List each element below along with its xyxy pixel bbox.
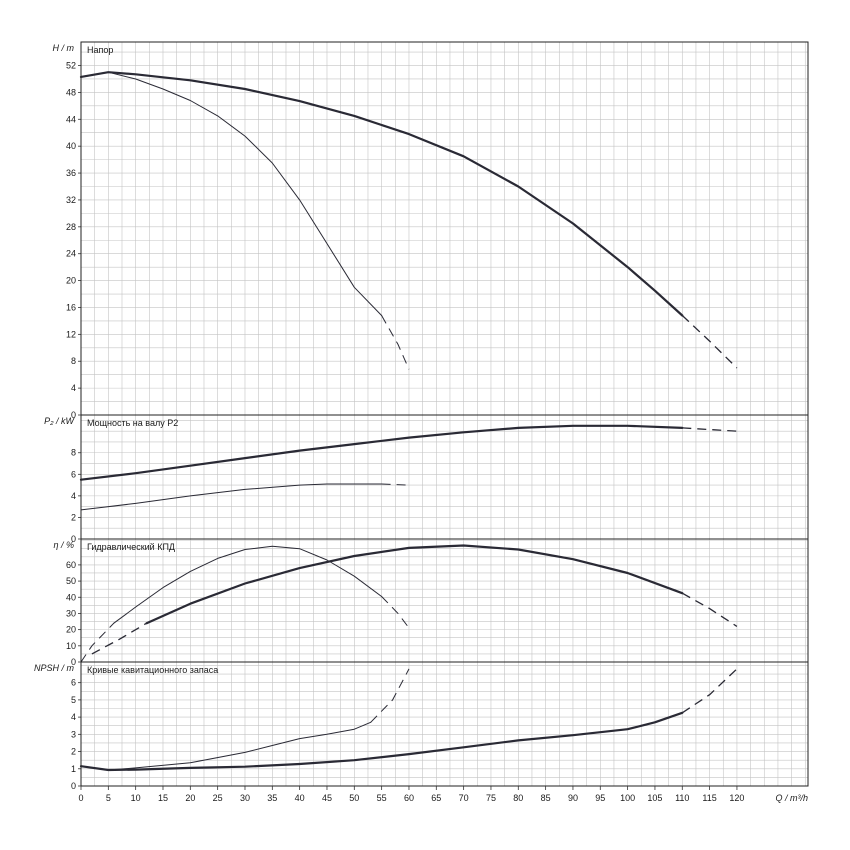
- npsh-y-axis-label: NPSH / m: [34, 663, 75, 673]
- x-tick-label: 85: [541, 793, 551, 803]
- x-tick-label: 90: [568, 793, 578, 803]
- head-curve-bold-solid: [79, 71, 684, 317]
- x-tick-label: 50: [349, 793, 359, 803]
- x-tick-label: 30: [240, 793, 250, 803]
- head-y-tick-label: 24: [66, 249, 76, 259]
- x-tick-label: 70: [459, 793, 469, 803]
- x-tick-label: 120: [729, 793, 744, 803]
- power-y-tick-label: 0: [71, 534, 76, 544]
- eff-curve-bold-dashed: [91, 622, 147, 655]
- x-tick-label: 75: [486, 793, 496, 803]
- x-tick-label: 115: [702, 793, 716, 803]
- head-y-tick-label: 40: [66, 141, 76, 151]
- power-curve-thin-solid: [80, 483, 383, 511]
- x-tick-label: 40: [295, 793, 305, 803]
- power-y-tick-label: 8: [71, 448, 76, 458]
- x-tick-label: 15: [158, 793, 168, 803]
- npsh-panel-frame: [80, 661, 809, 787]
- head-panel-title: Напор: [87, 45, 113, 55]
- x-tick-label: 10: [131, 793, 141, 803]
- head-y-tick-label: 44: [66, 114, 76, 124]
- x-tick-label: 55: [377, 793, 387, 803]
- x-tick-label: 25: [213, 793, 223, 803]
- npsh-y-tick-label: 4: [71, 712, 76, 722]
- eff-y-tick-label: 20: [66, 625, 76, 635]
- power-curve-bold-dashed: [682, 427, 737, 432]
- power-curve-thin-dashed: [381, 483, 410, 486]
- x-tick-label: 20: [185, 793, 195, 803]
- x-tick-label: 80: [513, 793, 523, 803]
- eff-panel-title: Гидравлический КПД: [87, 542, 175, 552]
- x-tick-label: 95: [595, 793, 605, 803]
- power-y-axis-label: P₂ / kW: [44, 416, 75, 426]
- npsh-curve-bold-solid: [79, 711, 684, 772]
- grid-layer: [81, 42, 808, 786]
- x-tick-label: 0: [78, 793, 83, 803]
- head-y-tick-label: 20: [66, 276, 76, 286]
- eff-curve-bold-dashed: [681, 592, 738, 627]
- eff-y-tick-label: 30: [66, 608, 76, 618]
- npsh-y-tick-label: 2: [71, 747, 76, 757]
- npsh-y-tick-label: 6: [71, 678, 76, 688]
- x-tick-label: 105: [647, 793, 662, 803]
- head-curve-thin-dashed: [381, 315, 410, 370]
- head-curve-thin-solid: [80, 71, 383, 316]
- power-panel-title: Мощность на валу P2: [87, 418, 178, 428]
- power-y-tick-label: 2: [71, 512, 76, 522]
- npsh-y-tick-label: 3: [71, 729, 76, 739]
- head-y-tick-label: 12: [66, 329, 76, 339]
- eff-y-tick-label: 60: [66, 560, 76, 570]
- frame-layer: [78, 41, 809, 790]
- x-tick-label: 65: [431, 793, 441, 803]
- npsh-y-tick-label: 5: [71, 695, 76, 705]
- eff-curve-thin-dashed: [381, 596, 410, 629]
- npsh-curve-thin-dashed: [370, 668, 410, 723]
- eff-y-tick-label: 50: [66, 576, 76, 586]
- head-y-tick-label: 8: [71, 356, 76, 366]
- head-y-tick-label: 52: [66, 61, 76, 71]
- x-tick-label: 110: [675, 793, 689, 803]
- x-tick-label: 35: [267, 793, 277, 803]
- head-y-tick-label: 32: [66, 195, 76, 205]
- eff-curve-thin-dashed: [80, 622, 115, 663]
- head-y-tick-label: 36: [66, 168, 76, 178]
- x-tick-label: 45: [322, 793, 332, 803]
- head-y-tick-label: 28: [66, 222, 76, 232]
- npsh-curve-bold-dashed: [681, 668, 738, 714]
- npsh-y-tick-label: 0: [71, 781, 76, 791]
- x-tick-label: 100: [620, 793, 635, 803]
- curve-layer: [79, 71, 738, 772]
- x-tick-label: 60: [404, 793, 414, 803]
- x-tick-label: 5: [106, 793, 111, 803]
- head-y-tick-label: 48: [66, 87, 76, 97]
- eff-y-tick-label: 10: [66, 641, 76, 651]
- head-y-tick-label: 0: [71, 410, 76, 420]
- npsh-y-tick-label: 1: [71, 764, 76, 774]
- power-y-tick-label: 6: [71, 469, 76, 479]
- head-y-tick-label: 4: [71, 383, 76, 393]
- power-y-tick-label: 4: [71, 491, 76, 501]
- npsh-curve-thin-solid: [107, 721, 372, 771]
- x-axis-label: Q / m³/h: [775, 793, 808, 803]
- head-y-axis-label: H / m: [53, 43, 75, 53]
- head-curve-bold-dashed: [681, 315, 738, 369]
- eff-curve-bold-solid: [145, 544, 684, 625]
- eff-y-tick-label: 0: [71, 657, 76, 667]
- power-curve-bold-solid: [79, 424, 684, 481]
- npsh-panel-title: Кривые кавитационного запаса: [87, 665, 218, 675]
- eff-curve-thin-solid: [113, 545, 383, 624]
- eff-y-axis-label: η / %: [53, 540, 74, 550]
- head-y-tick-label: 16: [66, 302, 76, 312]
- eff-y-tick-label: 40: [66, 592, 76, 602]
